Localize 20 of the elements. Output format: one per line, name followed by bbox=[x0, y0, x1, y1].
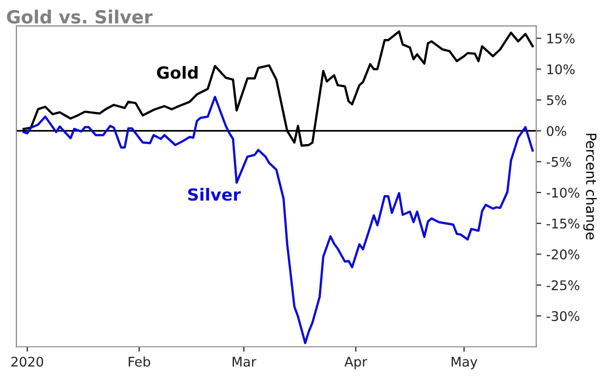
series-label: Gold bbox=[157, 66, 198, 79]
x-tick-label: Feb bbox=[128, 356, 150, 367]
y-tick-label: -20% bbox=[546, 249, 580, 260]
x-tick-label: 2020 bbox=[11, 356, 44, 367]
y-tick-label: -10% bbox=[546, 188, 580, 198]
y-tick-label: -30% bbox=[546, 311, 580, 322]
y-tick-label: 5% bbox=[546, 95, 566, 106]
chart-title: Gold vs. Silver bbox=[6, 10, 153, 24]
y-tick-label: 15% bbox=[547, 33, 575, 44]
y-tick-label: -5% bbox=[546, 156, 571, 167]
y-tick-label: -25% bbox=[546, 280, 580, 290]
y-tick-label: 10% bbox=[547, 64, 575, 74]
y-axis-title: Percent change bbox=[583, 134, 597, 240]
x-tick-label: Mar bbox=[232, 356, 256, 367]
x-tick-label: May bbox=[452, 356, 478, 370]
y-tick-label: 0% bbox=[546, 126, 566, 136]
series-label: Silver bbox=[188, 188, 241, 201]
x-tick-label: Apr bbox=[344, 356, 368, 370]
line-series bbox=[22, 96, 534, 344]
y-tick-label: -15% bbox=[546, 218, 580, 229]
